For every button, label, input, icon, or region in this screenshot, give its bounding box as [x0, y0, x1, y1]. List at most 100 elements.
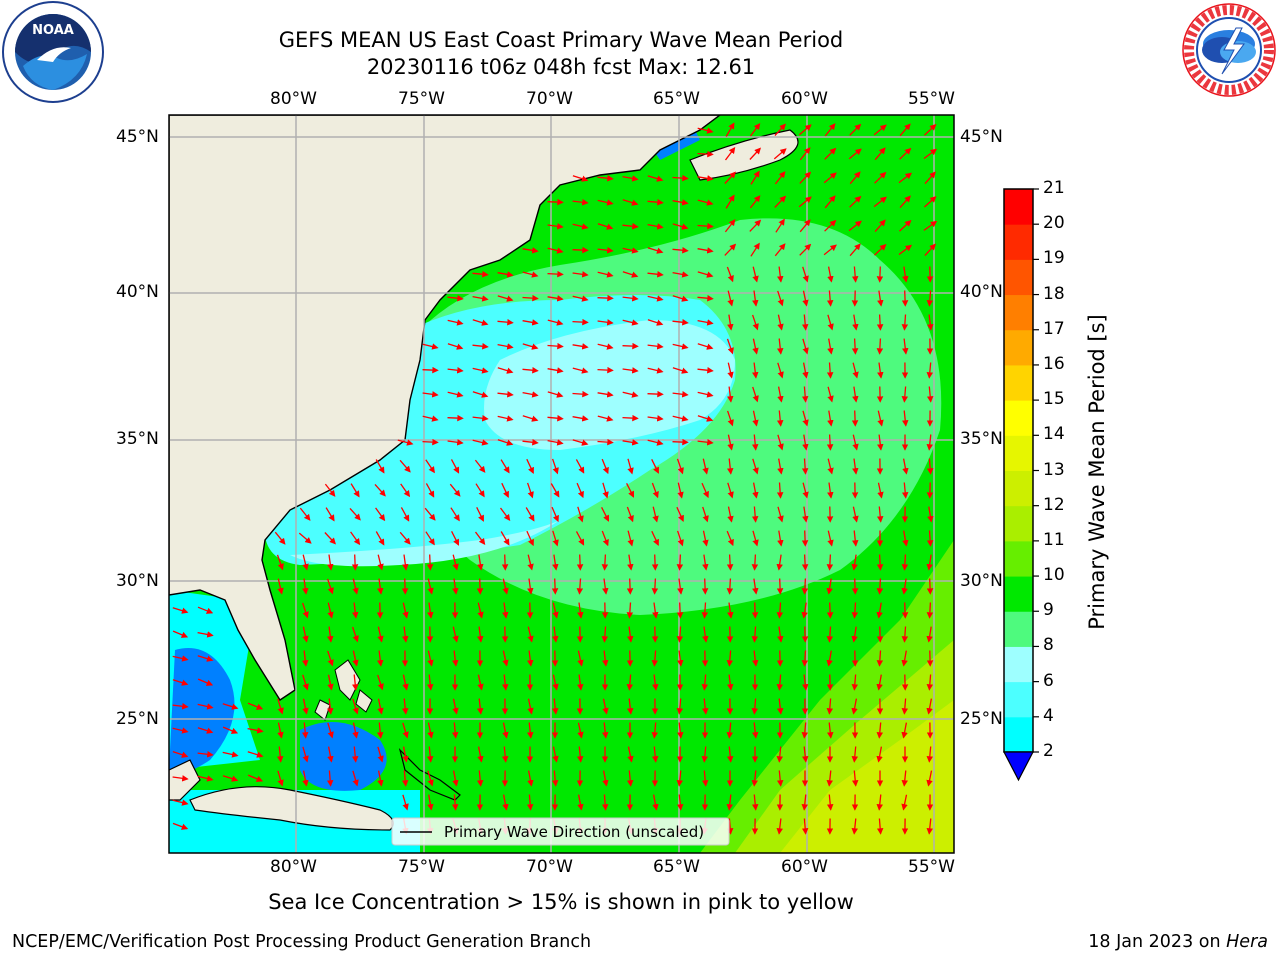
wave-direction-arrow	[672, 246, 689, 254]
lon-label-bottom-75w: 75°W	[398, 857, 445, 877]
wave-direction-arrow	[622, 175, 639, 182]
wave-direction-arrow	[676, 794, 684, 811]
colorbar-label: 17	[1043, 318, 1065, 339]
wave-direction-arrow	[522, 319, 539, 326]
wave-direction-arrow	[927, 314, 934, 331]
wave-direction-arrow	[676, 530, 684, 547]
wave-direction-arrow	[801, 602, 808, 619]
wave-direction-arrow	[622, 247, 639, 254]
wave-direction-arrow	[726, 530, 734, 547]
wave-direction-arrow	[924, 124, 937, 136]
wave-direction-arrow	[901, 314, 909, 331]
wave-direction-arrow	[676, 506, 684, 522]
wave-direction-arrow	[626, 483, 634, 498]
wave-direction-arrow	[577, 506, 584, 523]
wave-direction-arrow	[572, 271, 589, 278]
wave-direction-arrow	[901, 722, 908, 739]
wave-direction-arrow	[627, 746, 634, 763]
wave-direction-arrow	[926, 602, 934, 619]
wave-direction-arrow	[551, 770, 559, 787]
wave-direction-arrow	[851, 746, 859, 763]
wave-direction-arrow	[474, 531, 486, 546]
wave-direction-arrow	[374, 483, 386, 497]
wave-direction-arrow	[799, 219, 811, 233]
wave-direction-arrow	[727, 362, 734, 379]
colorbar-segment	[1004, 716, 1033, 753]
period-zone-14s	[780, 700, 954, 853]
wave-direction-arrow	[451, 722, 459, 739]
wave-direction-arrow	[527, 698, 534, 715]
wave-direction-arrow	[326, 770, 334, 787]
wave-direction-arrow	[526, 794, 534, 811]
wave-direction-arrow	[375, 531, 385, 546]
wave-direction-arrow	[652, 602, 659, 619]
wave-direction-arrow	[427, 650, 434, 667]
wave-direction-arrow	[626, 506, 634, 523]
wave-direction-arrow	[876, 602, 883, 619]
wave-direction-arrow	[627, 458, 634, 475]
wave-direction-arrow	[848, 148, 862, 160]
wave-direction-arrow	[547, 367, 564, 374]
wave-direction-arrow	[327, 722, 334, 739]
wave-direction-arrow	[402, 674, 409, 691]
wave-direction-arrow	[823, 172, 837, 184]
wave-direction-arrow	[477, 746, 484, 763]
wave-direction-arrow	[422, 415, 439, 422]
wave-direction-arrow	[873, 124, 887, 136]
wave-direction-arrow	[622, 223, 639, 230]
wave-direction-arrow	[802, 506, 809, 523]
wave-direction-arrow	[801, 314, 809, 331]
wave-direction-arrow	[851, 338, 859, 355]
wave-direction-arrow	[472, 319, 489, 326]
wave-direction-arrow	[197, 606, 214, 614]
wave-direction-arrow	[697, 127, 714, 134]
wave-direction-arrow	[449, 483, 461, 497]
wave-direction-arrow	[377, 578, 384, 595]
wave-direction-arrow	[551, 578, 559, 595]
wave-direction-arrow	[697, 367, 714, 374]
wave-direction-arrow	[400, 483, 411, 498]
wave-direction-arrow	[547, 270, 564, 278]
wave-direction-arrow	[352, 698, 359, 715]
wave-direction-arrow	[751, 554, 759, 571]
wave-direction-arrow	[849, 123, 862, 136]
wave-direction-arrow	[402, 794, 409, 811]
wave-direction-arrow	[776, 746, 784, 763]
wave-direction-arrow	[301, 722, 309, 739]
wave-direction-arrow	[427, 602, 434, 619]
wave-direction-arrow	[752, 410, 759, 427]
wave-direction-arrow	[827, 530, 834, 547]
wave-direction-arrow	[602, 650, 609, 667]
wave-direction-arrow	[302, 746, 309, 763]
wave-direction-arrow	[702, 626, 709, 643]
wave-direction-arrow	[274, 531, 286, 545]
wave-direction-arrow	[426, 746, 434, 763]
wave-direction-arrow	[597, 415, 614, 422]
wave-direction-arrow	[352, 674, 359, 691]
wave-direction-arrow	[776, 578, 784, 595]
wave-direction-arrow	[876, 722, 884, 739]
wave-direction-arrow	[172, 630, 189, 638]
wave-direction-arrow	[672, 223, 689, 230]
wave-direction-arrow	[877, 434, 884, 451]
wave-direction-arrow	[427, 722, 434, 739]
wave-direction-arrow	[826, 290, 834, 307]
wave-direction-arrow	[352, 650, 359, 667]
wave-direction-arrow	[172, 607, 189, 614]
wave-direction-arrow	[472, 439, 489, 446]
wave-direction-arrow	[447, 295, 464, 302]
wave-direction-arrow	[602, 722, 609, 739]
wave-direction-arrow	[801, 554, 809, 571]
wave-direction-arrow	[901, 554, 909, 571]
wave-direction-arrow	[352, 602, 359, 619]
wave-direction-arrow	[197, 678, 214, 686]
wave-direction-arrow	[197, 751, 214, 758]
wave-direction-arrow	[702, 698, 709, 715]
wave-direction-arrow	[597, 271, 614, 278]
colorbar-label: 19	[1043, 248, 1065, 269]
wave-direction-arrow	[500, 531, 510, 546]
wave-direction-arrow	[701, 770, 709, 787]
wave-direction-arrow	[877, 290, 884, 307]
wave-direction-arrow	[802, 434, 809, 451]
wave-direction-arrow	[402, 602, 409, 619]
